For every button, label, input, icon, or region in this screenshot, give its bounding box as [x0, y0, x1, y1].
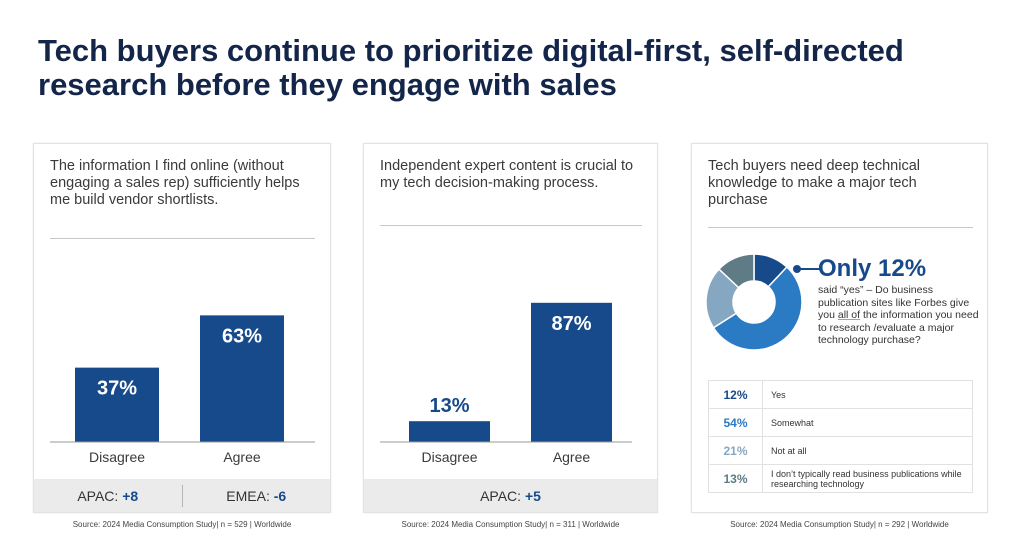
category-label: Agree — [553, 449, 591, 465]
bar-disagree — [409, 421, 490, 442]
bar-agree — [200, 315, 284, 442]
response-label: Not at all — [762, 436, 973, 465]
regional-footer: APAC: +5 — [364, 479, 657, 512]
callout: Only 12% said “yes” – Do business public… — [818, 256, 983, 347]
source-note: Source: 2024 Media Consumption Study| n … — [730, 520, 949, 529]
bar-chart-shortlists: 37% Disagree 63% Agree — [50, 315, 315, 465]
table-row: 12% Yes — [708, 380, 973, 409]
bar-chart-expert-content: 13% Disagree 87% Agree — [380, 302, 632, 465]
response-percent: 13% — [708, 464, 763, 493]
divider — [708, 227, 973, 228]
source-note: Source: 2024 Media Consumption Study| n … — [72, 520, 292, 529]
callout-dot — [793, 265, 801, 273]
data-label: 87% — [551, 313, 591, 335]
card-heading: Tech buyers need deep technical knowledg… — [708, 158, 921, 208]
table-row: 13% I don’t typically read business publi… — [708, 464, 973, 493]
card-heading: Independent expert content is crucial to… — [380, 158, 634, 191]
footer-separator — [181, 484, 183, 507]
card-technical-knowledge: Tech buyers need deep technical knowledg… — [691, 143, 988, 513]
data-label: 37% — [97, 378, 137, 400]
donut-slice — [717, 253, 755, 289]
apac-delta: APAC: +8 — [77, 487, 139, 504]
category-label: Agree — [223, 449, 261, 465]
donut-slice — [712, 265, 803, 351]
callout-headline: Only 12% — [818, 255, 927, 282]
response-label: Somewhat — [762, 408, 973, 437]
card-vendor-shortlists: The information I find online (without e… — [33, 143, 331, 513]
response-label: I don’t typically read business publicat… — [762, 464, 973, 493]
response-percent: 54% — [708, 408, 763, 437]
response-percent: 21% — [708, 436, 763, 465]
response-table: 12% Yes 54% Somewhat 21% Not at all 13% I don’t… — [708, 380, 973, 493]
card-heading: The information I find online (without e… — [50, 158, 300, 208]
category-label: Disagree — [421, 449, 477, 465]
callout-question: said “yes” – Do business publication sit… — [818, 284, 979, 346]
callout-connector — [798, 268, 820, 270]
card-expert-content: Independent expert content is crucial to… — [363, 143, 658, 513]
divider — [380, 225, 642, 226]
donut-chart — [705, 253, 803, 351]
response-label: Yes — [762, 380, 973, 409]
category-label: Disagree — [89, 449, 145, 465]
emea-delta: EMEA: -6 — [226, 487, 287, 504]
table-row: 54% Somewhat — [708, 408, 973, 437]
data-label: 63% — [222, 325, 262, 347]
response-percent: 12% — [708, 380, 763, 409]
slide-title: Tech buyers continue to prioritize digit… — [38, 33, 904, 102]
regional-footer: APAC: +8 EMEA: -6 — [34, 479, 330, 512]
source-note: Source: 2024 Media Consumption Study| n … — [401, 520, 620, 529]
table-row: 21% Not at all — [708, 436, 973, 465]
apac-delta: APAC: +5 — [480, 487, 541, 504]
bar-disagree — [75, 367, 159, 442]
data-label: 13% — [429, 395, 469, 417]
divider — [50, 238, 315, 239]
bar-agree — [531, 302, 612, 442]
